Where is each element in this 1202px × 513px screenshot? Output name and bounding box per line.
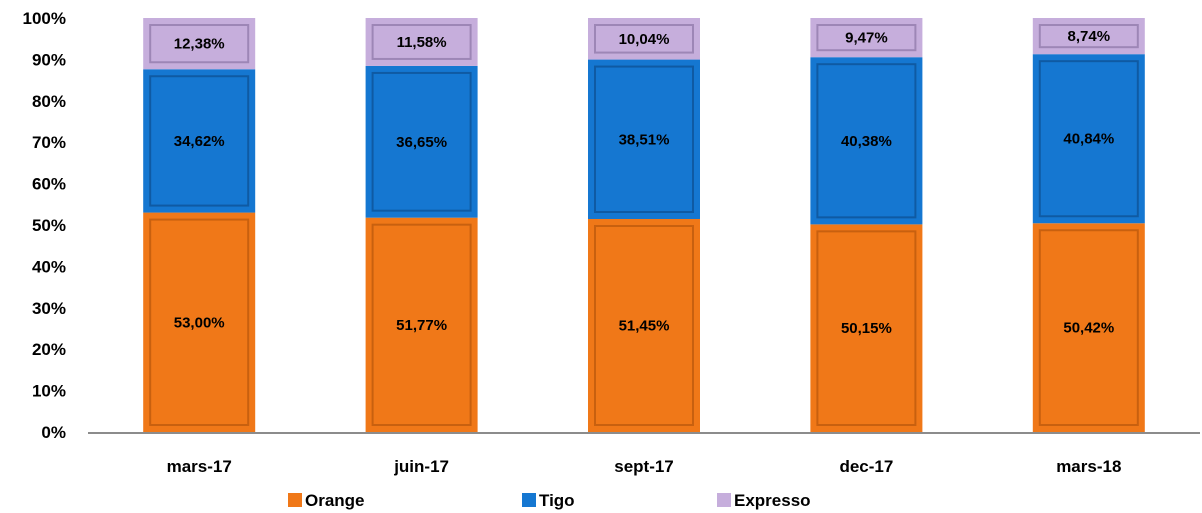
legend: Orange Tigo Expresso xyxy=(288,491,811,510)
bar-rect xyxy=(810,57,923,225)
bar-bevel xyxy=(1038,60,1139,218)
bar-segment-tigo: 40,38% xyxy=(810,57,923,225)
legend-item-tigo: Tigo xyxy=(522,491,575,510)
bar-rect xyxy=(588,59,700,219)
legend-label: Expresso xyxy=(734,491,811,510)
bar-bevel xyxy=(371,24,472,60)
y-tick-label: 40% xyxy=(32,257,66,276)
bar-rect xyxy=(810,224,923,432)
x-axis: mars-17 juin-17 sept-17 dec-17 mars-18 xyxy=(88,432,1200,476)
data-label: 9,47% xyxy=(845,30,888,47)
y-tick-label: 10% xyxy=(32,382,66,401)
bar-segment-expresso: 10,04% xyxy=(588,18,700,60)
bar-bevel xyxy=(149,218,250,426)
data-label: 36,65% xyxy=(396,134,447,151)
legend-label: Orange xyxy=(305,491,365,510)
data-label: 51,45% xyxy=(619,317,670,334)
bar-segment-tigo: 34,62% xyxy=(143,69,256,213)
bar-rect xyxy=(365,65,478,218)
data-label: 11,58% xyxy=(397,34,447,51)
data-label: 50,15% xyxy=(841,320,892,337)
bar-bevel xyxy=(816,24,917,52)
data-label: 12,38% xyxy=(174,36,225,53)
data-label: 50,42% xyxy=(1063,320,1114,337)
y-tick-label: 60% xyxy=(32,175,66,194)
bar-segment-tigo: 40,84% xyxy=(1032,54,1145,224)
bar-bevel xyxy=(594,24,694,54)
legend-label: Tigo xyxy=(539,491,575,510)
bar-segment-expresso: 12,38% xyxy=(143,18,256,70)
bar-bevel xyxy=(1038,24,1139,49)
bar-rect xyxy=(1032,54,1145,224)
data-label: 38,51% xyxy=(619,131,670,148)
legend-swatch xyxy=(522,493,536,507)
bar-segment-expresso: 9,47% xyxy=(810,18,923,58)
legend-swatch xyxy=(288,493,302,507)
bar-segment-orange: 50,42% xyxy=(1032,223,1145,432)
bar-bevel xyxy=(371,71,472,212)
x-tick-label: sept-17 xyxy=(614,457,674,476)
bars-group: 53,00% 34,62% 12,38% 51,77% 36,65% 11,58% 51,4… xyxy=(143,18,1145,432)
data-label: 40,84% xyxy=(1063,131,1114,148)
bar-rect xyxy=(143,69,256,213)
data-label: 40,38% xyxy=(841,133,892,150)
x-tick-label: juin-17 xyxy=(393,457,449,476)
y-tick-label: 100% xyxy=(23,9,66,28)
bar-bevel xyxy=(149,24,250,64)
y-tick-label: 90% xyxy=(32,50,66,69)
bar-rect xyxy=(588,218,700,432)
bar-segment-orange: 51,45% xyxy=(588,218,700,432)
bar-rect xyxy=(143,212,256,432)
y-tick-label: 30% xyxy=(32,299,66,318)
bar-bevel xyxy=(594,65,694,213)
bar-bevel xyxy=(371,223,472,426)
bar-bevel xyxy=(816,63,917,219)
y-tick-label: 0% xyxy=(41,423,66,442)
y-tick-label: 70% xyxy=(32,133,66,152)
bar-segment-orange: 51,77% xyxy=(365,217,478,432)
x-tick-label: mars-18 xyxy=(1056,457,1121,476)
x-tick-label: dec-17 xyxy=(839,457,893,476)
bar-bevel xyxy=(816,230,917,426)
bar-segment-tigo: 38,51% xyxy=(588,59,700,219)
legend-item-orange: Orange xyxy=(288,491,365,510)
legend-item-expresso: Expresso xyxy=(717,491,811,510)
bar-bevel xyxy=(594,224,694,426)
data-label: 34,62% xyxy=(174,133,225,150)
legend-swatch xyxy=(717,493,731,507)
bar-segment-expresso: 11,58% xyxy=(365,18,478,66)
x-tick-label: mars-17 xyxy=(167,457,232,476)
bar-segment-orange: 53,00% xyxy=(143,212,256,432)
bar-bevel xyxy=(1038,229,1139,426)
data-label: 51,77% xyxy=(396,317,447,334)
data-label: 53,00% xyxy=(174,314,225,331)
y-tick-label: 80% xyxy=(32,92,66,111)
bar-segment-orange: 50,15% xyxy=(810,224,923,432)
bar-rect xyxy=(365,217,478,432)
data-label: 8,74% xyxy=(1068,28,1111,45)
y-tick-label: 50% xyxy=(32,216,66,235)
data-label: 10,04% xyxy=(619,31,670,48)
bar-segment-tigo: 36,65% xyxy=(365,65,478,218)
y-tick-label: 20% xyxy=(32,340,66,359)
y-axis: 0% 10% 20% 30% 40% 50% 60% 70% 80% 90% 100% xyxy=(23,9,66,442)
bar-bevel xyxy=(149,75,250,207)
bar-rect xyxy=(1032,223,1145,432)
bar-segment-expresso: 8,74% xyxy=(1032,18,1145,55)
bar-rect xyxy=(143,18,256,70)
